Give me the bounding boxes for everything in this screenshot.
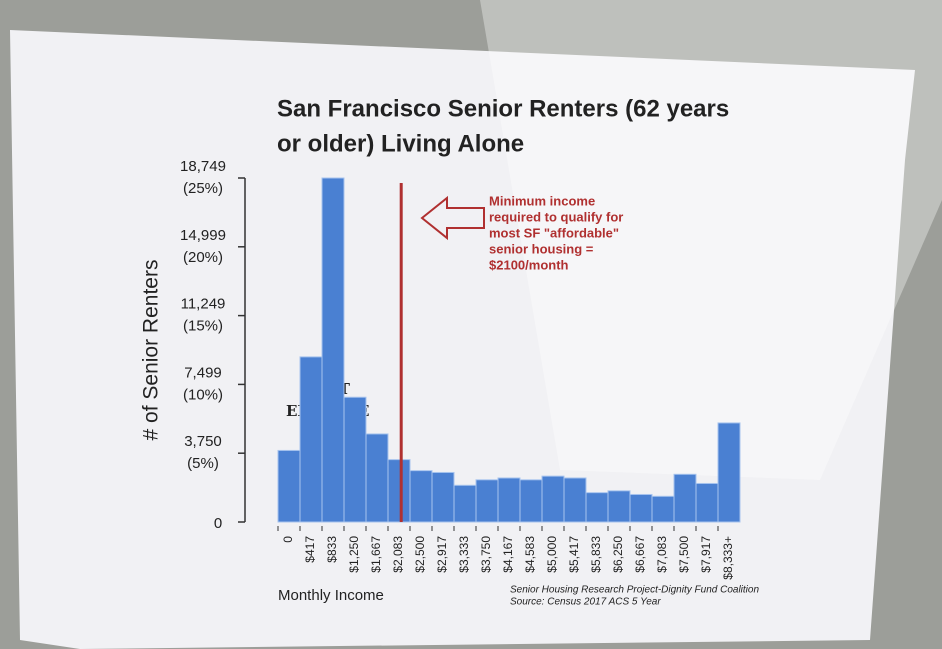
y-tick-percent: (15%) (183, 318, 223, 335)
bar (343, 396, 367, 523)
x-tick-label: $4,583 (523, 536, 537, 573)
x-tick-label: $6,667 (633, 536, 647, 573)
y-axis-label: # of Senior Renters (140, 260, 163, 441)
annotation: senior housing = (489, 241, 594, 256)
bar (607, 490, 631, 523)
x-tick-label: $833 (325, 536, 339, 563)
x-tick-label: $7,083 (655, 536, 669, 573)
bar (365, 433, 389, 523)
chart-title-line2: or older) Living Alone (277, 130, 524, 157)
y-tick-percent: (20%) (183, 249, 223, 266)
bar (541, 475, 565, 523)
x-tick-label: $2,500 (413, 536, 427, 573)
bar (299, 356, 323, 523)
y-tick-label: 11,249 (181, 296, 226, 313)
x-tick-label: $4,167 (501, 536, 515, 573)
annotation: most SF "affordable" (489, 225, 619, 240)
bar (409, 470, 433, 523)
bar (695, 482, 719, 523)
y-tick-percent: (10%) (183, 386, 223, 403)
y-tick-label: 0 (214, 515, 222, 532)
bar (387, 459, 411, 523)
annotation: required to qualify for (489, 209, 623, 224)
x-tick-label: $7,500 (677, 536, 691, 573)
source-note: Source: Census 2017 ACS 5 Year (510, 597, 661, 608)
bar (497, 477, 521, 523)
y-tick-label: 14,999 (180, 227, 226, 244)
x-tick-label: 0 (281, 536, 295, 543)
bar (717, 422, 741, 523)
x-tick-label: $5,833 (589, 536, 603, 573)
arrow (420, 195, 485, 241)
bar (321, 177, 345, 523)
annotation: $2100/month (489, 257, 569, 272)
source-note: Senior Housing Research Project-Dignity … (510, 585, 759, 596)
chart-title: San Francisco Senior Renters (62 years (277, 95, 729, 122)
x-tick-label: $1,667 (369, 536, 383, 573)
x-tick-label: $1,250 (347, 536, 361, 573)
bar (585, 492, 609, 523)
bar (431, 471, 455, 523)
bar (629, 493, 653, 523)
x-tick-label: $5,417 (567, 536, 581, 573)
x-tick-label: $417 (303, 536, 317, 563)
bar (673, 473, 697, 523)
y-tick-percent: (25%) (183, 180, 223, 197)
bar (453, 484, 477, 523)
y-tick-label: 7,499 (184, 364, 222, 381)
y-tick-percent: (5%) (187, 455, 219, 472)
annotation: Minimum income (489, 193, 595, 208)
x-axis-label: Monthly Income (278, 587, 384, 604)
x-tick-label: $2,917 (435, 536, 449, 573)
x-tick-label: $7,917 (699, 536, 713, 573)
bar (277, 449, 301, 523)
x-tick-label: $3,750 (479, 536, 493, 573)
bar (651, 495, 675, 523)
x-tick-label: $2,083 (391, 536, 405, 573)
y-tick-label: 3,750 (184, 433, 222, 450)
bar (519, 479, 543, 523)
y-tick-label: 18,749 (180, 158, 226, 175)
x-tick-label: $6,250 (611, 536, 625, 573)
x-tick-label: $3,333 (457, 536, 471, 573)
bar (563, 477, 587, 523)
x-tick-label: $5,000 (545, 536, 559, 573)
bar (475, 479, 499, 523)
x-tick-label: $8,333+ (721, 536, 735, 580)
light (480, 0, 942, 480)
